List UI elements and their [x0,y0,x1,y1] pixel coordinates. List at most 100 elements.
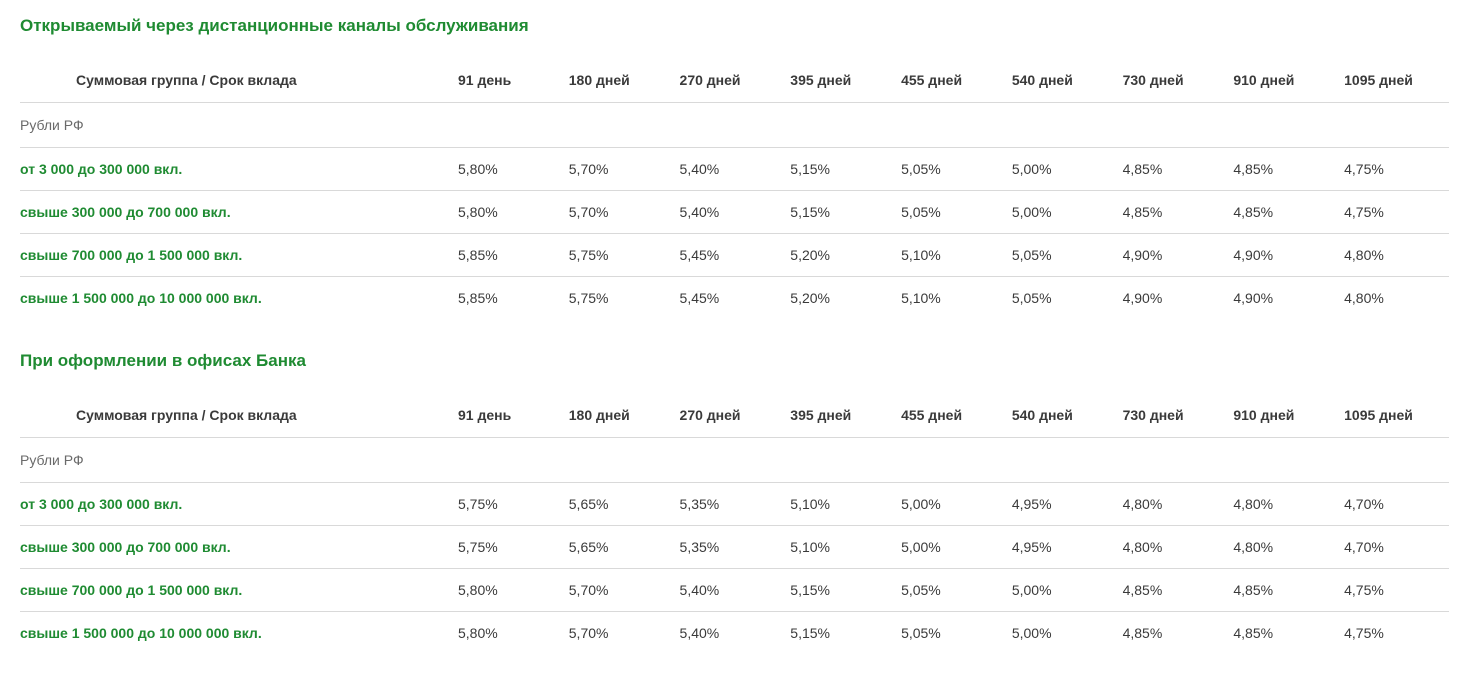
rate-cell: 5,75% [452,483,563,526]
rates-table: Суммовая группа / Срок вклада91 день180 … [20,60,1449,319]
rate-cell: 4,85% [1117,569,1228,612]
rate-cell: 5,75% [452,526,563,569]
rate-cell: 4,90% [1227,277,1338,320]
rate-cell: 4,95% [1006,526,1117,569]
currency-subhead: Рубли РФ [20,438,1449,483]
currency-subhead: Рубли РФ [20,103,1449,148]
table-header-term: 1095 дней [1338,60,1449,103]
rate-cell: 4,70% [1338,483,1449,526]
rate-cell: 5,85% [452,277,563,320]
table-header-term: 1095 дней [1338,395,1449,438]
rate-cell: 5,05% [895,612,1006,655]
rate-cell: 4,80% [1227,526,1338,569]
table-row: свыше 1 500 000 до 10 000 000 вкл.5,80%5… [20,612,1449,655]
rate-cell: 5,80% [452,148,563,191]
section-title: Открываемый через дистанционные каналы о… [20,16,1449,36]
table-row: свыше 300 000 до 700 000 вкл.5,80%5,70%5… [20,191,1449,234]
table-header-term: 180 дней [563,395,674,438]
table-row: от 3 000 до 300 000 вкл.5,80%5,70%5,40%5… [20,148,1449,191]
rate-cell: 4,85% [1117,191,1228,234]
rate-cell: 5,05% [895,569,1006,612]
rate-cell: 5,05% [895,148,1006,191]
rate-cell: 5,80% [452,612,563,655]
section-title: При оформлении в офисах Банка [20,351,1449,371]
rate-cell: 5,10% [784,483,895,526]
table-header-term: 730 дней [1117,395,1228,438]
table-header-term: 270 дней [674,395,785,438]
rate-cell: 5,75% [563,277,674,320]
rate-cell: 5,40% [674,612,785,655]
rate-cell: 4,75% [1338,191,1449,234]
rate-cell: 5,70% [563,148,674,191]
table-header-term: 91 день [452,395,563,438]
rate-cell: 4,85% [1227,569,1338,612]
rate-cell: 5,00% [1006,569,1117,612]
rate-cell: 5,15% [784,569,895,612]
amount-group-label: свыше 700 000 до 1 500 000 вкл. [20,569,452,612]
rate-cell: 4,85% [1227,612,1338,655]
table-header-term: 730 дней [1117,60,1228,103]
rate-cell: 4,90% [1117,277,1228,320]
rate-cell: 5,70% [563,569,674,612]
table-header-term: 540 дней [1006,60,1117,103]
rate-cell: 4,80% [1117,526,1228,569]
rate-cell: 5,00% [895,526,1006,569]
rate-cell: 4,95% [1006,483,1117,526]
rate-cell: 4,80% [1227,483,1338,526]
table-header-term: 540 дней [1006,395,1117,438]
table-header-term: 91 день [452,60,563,103]
rate-cell: 5,10% [784,526,895,569]
amount-group-label: свыше 300 000 до 700 000 вкл. [20,191,452,234]
rate-cell: 5,00% [895,483,1006,526]
table-header-term: 395 дней [784,60,895,103]
rate-cell: 5,20% [784,277,895,320]
table-header-group: Суммовая группа / Срок вклада [20,60,452,103]
table-header-term: 455 дней [895,60,1006,103]
amount-group-label: от 3 000 до 300 000 вкл. [20,483,452,526]
rate-cell: 4,85% [1227,191,1338,234]
rate-cell: 4,80% [1338,277,1449,320]
rate-cell: 5,35% [674,526,785,569]
amount-group-label: от 3 000 до 300 000 вкл. [20,148,452,191]
rate-cell: 5,10% [895,234,1006,277]
rate-cell: 5,15% [784,148,895,191]
rate-cell: 4,85% [1117,148,1228,191]
table-header-group: Суммовая группа / Срок вклада [20,395,452,438]
rate-cell: 5,40% [674,191,785,234]
table-header-term: 180 дней [563,60,674,103]
rate-cell: 5,20% [784,234,895,277]
table-row: от 3 000 до 300 000 вкл.5,75%5,65%5,35%5… [20,483,1449,526]
table-header-term: 270 дней [674,60,785,103]
table-row: свыше 700 000 до 1 500 000 вкл.5,85%5,75… [20,234,1449,277]
rate-cell: 5,10% [895,277,1006,320]
rate-cell: 5,65% [563,483,674,526]
rate-cell: 5,05% [895,191,1006,234]
table-header-term: 910 дней [1227,395,1338,438]
rate-cell: 5,35% [674,483,785,526]
rate-cell: 5,40% [674,569,785,612]
rate-cell: 4,80% [1117,483,1228,526]
rate-cell: 5,75% [563,234,674,277]
amount-group-label: свыше 700 000 до 1 500 000 вкл. [20,234,452,277]
rate-cell: 5,00% [1006,148,1117,191]
rate-cell: 4,85% [1227,148,1338,191]
table-header-term: 910 дней [1227,60,1338,103]
rate-cell: 4,80% [1338,234,1449,277]
rates-table: Суммовая группа / Срок вклада91 день180 … [20,395,1449,654]
rate-cell: 5,70% [563,612,674,655]
rate-cell: 4,75% [1338,569,1449,612]
table-row: свыше 300 000 до 700 000 вкл.5,75%5,65%5… [20,526,1449,569]
rate-cell: 4,70% [1338,526,1449,569]
table-row: свыше 700 000 до 1 500 000 вкл.5,80%5,70… [20,569,1449,612]
rate-cell: 5,80% [452,569,563,612]
rate-cell: 5,05% [1006,277,1117,320]
rate-cell: 5,45% [674,234,785,277]
rate-cell: 5,65% [563,526,674,569]
rate-cell: 4,90% [1227,234,1338,277]
rate-cell: 5,05% [1006,234,1117,277]
rate-cell: 5,70% [563,191,674,234]
rate-cell: 5,15% [784,191,895,234]
rate-cell: 4,75% [1338,612,1449,655]
table-header-term: 395 дней [784,395,895,438]
rate-cell: 5,40% [674,148,785,191]
